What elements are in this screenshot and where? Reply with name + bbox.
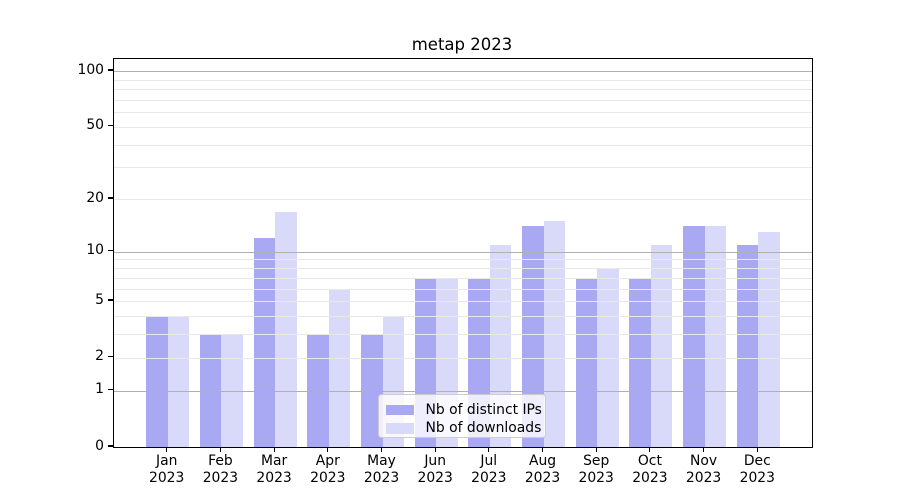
y-tick-mark-5 <box>108 299 113 301</box>
x-tick-mark-jun <box>434 447 436 453</box>
bar-downloads-nov <box>704 226 727 447</box>
y-tick-mark-2 <box>108 355 113 358</box>
bar-downloads-dec <box>758 232 780 447</box>
grid-layer <box>114 59 812 447</box>
x-tick-label-sep: Sep 2023 <box>578 453 614 486</box>
gridline-minor-70 <box>114 99 812 101</box>
x-tick-mark-oct <box>649 447 651 453</box>
y-tick-label-0: 0 <box>95 437 104 454</box>
y-tick-label-50: 50 <box>86 117 104 134</box>
x-tick-label-dec: Dec 2023 <box>739 453 775 486</box>
plot-area: Nb of distinct IPs Nb of downloads <box>113 58 813 448</box>
x-tick-label-mar: Mar 2023 <box>256 453 292 486</box>
legend-swatch-downloads <box>385 423 414 434</box>
bar-downloads-mar <box>275 211 297 447</box>
x-tick-label-jul: Jul 2023 <box>471 453 507 486</box>
legend-label-downloads: Nb of downloads <box>425 420 542 437</box>
legend-row-downloads: Nb of downloads <box>385 419 546 437</box>
y-tick-mark-1 <box>108 388 113 391</box>
x-tick-label-oct: Oct 2023 <box>632 453 668 486</box>
gridline-minor-90 <box>114 79 812 81</box>
x-tick-mark-apr <box>327 447 329 453</box>
legend: Nb of distinct IPs Nb of downloads <box>378 394 546 438</box>
y-tick-mark-10 <box>108 250 113 252</box>
x-tick-mark-jan <box>166 447 168 453</box>
y-tick-label-5: 5 <box>95 291 104 308</box>
gridline-minor-50 <box>114 126 812 128</box>
gridline-minor-6 <box>114 288 812 290</box>
y-tick-label-1: 1 <box>95 381 104 397</box>
bar-distinct-ips-mar <box>253 238 276 447</box>
y-tick-mark-100 <box>108 69 113 71</box>
x-tick-label-feb: Feb 2023 <box>202 453 239 486</box>
gridline-minor-80 <box>114 89 812 90</box>
x-tick-label-may: May 2023 <box>363 453 400 486</box>
gridline-minor-20 <box>114 199 812 200</box>
bar-distinct-ips-nov <box>683 226 705 447</box>
gridline-minor-3 <box>114 334 812 336</box>
x-tick-mark-sep <box>595 447 597 453</box>
bar-downloads-oct <box>650 244 673 447</box>
bar-distinct-ips-dec <box>736 244 759 447</box>
x-tick-mark-dec <box>756 447 758 453</box>
x-tick-mark-nov <box>703 447 705 453</box>
y-tick-mark-20 <box>108 197 113 199</box>
x-tick-mark-aug <box>541 447 544 453</box>
bar-distinct-ips-aug <box>522 226 544 447</box>
x-tick-label-nov: Nov 2023 <box>685 453 722 486</box>
bar-downloads-jan <box>167 315 190 447</box>
y-tick-label-2: 2 <box>95 348 104 364</box>
gridline-minor-30 <box>114 167 812 169</box>
legend-label-distinct-ips: Nb of distinct IPs <box>425 402 542 419</box>
x-tick-label-jan: Jan 2023 <box>149 453 185 486</box>
gridline-minor-8 <box>114 268 812 269</box>
y-tick-label-10: 10 <box>86 242 104 259</box>
gridline-major-10 <box>114 251 812 253</box>
gridline-minor-9 <box>114 259 812 261</box>
x-tick-label-apr: Apr 2023 <box>310 453 346 486</box>
x-tick-label-jun: Jun 2023 <box>417 453 453 486</box>
y-tick-mark-0 <box>108 445 113 447</box>
gridline-minor-60 <box>114 112 812 114</box>
y-tick-mark-50 <box>108 125 113 127</box>
y-tick-label-20: 20 <box>86 189 104 206</box>
legend-row-distinct-ips: Nb of distinct IPs <box>385 401 546 419</box>
bar-distinct-ips-sep <box>575 277 598 447</box>
bar-distinct-ips-jan <box>146 315 168 447</box>
x-tick-mark-may <box>380 447 383 453</box>
x-tick-label-aug: Aug 2023 <box>524 453 561 486</box>
gridline-minor-7 <box>114 277 812 279</box>
legend-swatch-distinct-ips <box>385 404 414 416</box>
gridline-minor-2 <box>114 357 812 359</box>
gridline-minor-40 <box>114 144 812 146</box>
bar-distinct-ips-oct <box>629 277 651 447</box>
x-tick-mark-jul <box>488 447 490 453</box>
gridline-minor-4 <box>114 315 812 317</box>
chart-title: metap 2023 <box>411 35 513 54</box>
x-tick-mark-feb <box>219 447 221 453</box>
x-tick-mark-mar <box>273 447 275 453</box>
bar-downloads-apr <box>328 288 351 447</box>
gridline-major-100 <box>114 71 812 72</box>
gridline-major-1 <box>114 390 812 392</box>
y-tick-label-100: 100 <box>77 61 104 78</box>
gridline-minor-5 <box>114 301 812 302</box>
